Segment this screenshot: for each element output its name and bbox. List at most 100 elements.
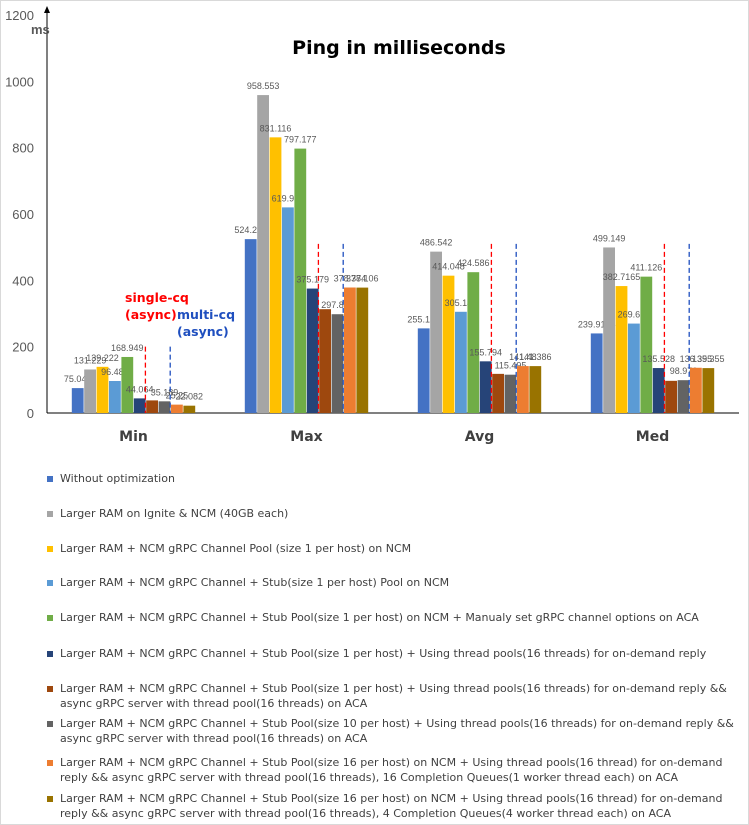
legend-item: Larger RAM + NCM gRPC Channel Pool (size…	[47, 541, 411, 556]
data-label: 424.586	[457, 258, 490, 268]
data-label: 382.7165	[603, 272, 641, 282]
bar-med-series-8	[677, 380, 690, 413]
data-label: 958.553	[247, 81, 280, 91]
bar-avg-series-3	[442, 275, 455, 413]
multi-cq-annotation: (async)	[177, 324, 229, 339]
legend-swatch	[47, 615, 53, 621]
data-label: 269.618	[618, 310, 651, 320]
bar-med-series-10	[702, 368, 715, 413]
legend-item: Larger RAM on Ignite & NCM (40GB each)	[47, 506, 288, 521]
data-label: 135.355	[692, 354, 725, 364]
bar-avg-series-8	[504, 374, 517, 413]
data-label: 136.395	[680, 354, 713, 364]
y-tick-label: 600	[12, 207, 34, 222]
data-label: 168.949	[111, 343, 144, 353]
legend-swatch	[47, 760, 53, 766]
x-category-label: Avg	[465, 429, 494, 445]
data-label: 239.9125	[578, 319, 616, 329]
bar-max-series-7	[319, 309, 331, 413]
legend-label: Larger RAM + NCM gRPC Channel + Stub Poo…	[60, 792, 723, 820]
bar-med-series-5	[640, 276, 653, 413]
data-label: 75.046	[64, 374, 92, 384]
bar-max-series-2	[257, 95, 269, 413]
bar-min-series-6	[133, 398, 146, 413]
data-label: 255.136	[407, 314, 440, 324]
y-axis-unit-label: ms	[31, 22, 50, 37]
y-tick-label: 800	[12, 141, 34, 156]
x-category-label: Max	[290, 429, 322, 445]
data-label: 25.25	[166, 391, 189, 401]
bar-max-series-3	[269, 137, 282, 413]
bar-min-series-8	[158, 401, 171, 413]
legend-item: Larger RAM + NCM gRPC Channel + Stub Poo…	[47, 646, 706, 661]
legend-label: Larger RAM + NCM gRPC Channel Pool (size…	[60, 542, 412, 555]
data-label: 135.528	[642, 354, 675, 364]
bar-avg-series-5	[467, 272, 480, 413]
data-label: 35.189	[151, 387, 179, 397]
bar-avg-series-9	[517, 366, 529, 413]
legend-label: Larger RAM + NCM gRPC Channel + Stub Poo…	[60, 647, 707, 660]
data-label: 131.229	[74, 355, 107, 365]
y-tick-label: 400	[12, 273, 34, 288]
bar-max-series-6	[306, 288, 319, 413]
data-label: 115.495	[495, 361, 527, 371]
legend-swatch	[47, 476, 53, 482]
bar-avg-series-6	[479, 361, 492, 413]
bar-min-series-3	[96, 366, 109, 413]
data-label: 375.179	[296, 275, 329, 285]
single-cq-annotation: single-cq	[125, 290, 189, 305]
data-label: 831.116	[260, 123, 292, 133]
data-label: 305.141	[445, 298, 478, 308]
bar-chart: Ping in milliseconds ms 0 200 400 600 800 1000 1…	[5, 6, 739, 445]
data-label: 619.954	[272, 193, 305, 203]
data-label: 141.48	[509, 352, 537, 362]
bar-avg-series-2	[430, 251, 442, 413]
bar-med-series-1	[590, 333, 603, 413]
data-label: 98.976	[670, 366, 698, 376]
legend-label: Larger RAM + NCM gRPC Channel + Stub Poo…	[60, 756, 723, 784]
bar-med-series-6	[652, 368, 665, 413]
legend-item: Larger RAM + NCM gRPC Channel + Stub Poo…	[47, 791, 737, 821]
data-label: 524.238	[234, 225, 267, 235]
legend-item: Larger RAM + NCM gRPC Channel + Stub(siz…	[47, 575, 449, 590]
bar-max-series-8	[331, 314, 344, 413]
data-label: 139.222	[86, 353, 119, 363]
data-label: 378.106	[346, 274, 379, 284]
data-label: 297.852	[321, 300, 354, 310]
data-label: 96.481	[101, 367, 129, 377]
bar-avg-series-1	[417, 328, 430, 413]
x-category-label: Min	[119, 429, 148, 445]
single-cq-annotation: (async)	[125, 307, 177, 322]
bar-med-series-3	[615, 286, 628, 413]
y-tick-label: 200	[12, 340, 34, 355]
y-tick-label: 1000	[5, 74, 34, 89]
bar-avg-series-10	[529, 366, 542, 413]
legend-swatch	[47, 721, 53, 727]
bar-min-series-9	[171, 404, 183, 413]
bar-max-series-10	[356, 287, 369, 413]
y-tick-label: 1200	[5, 8, 34, 23]
bar-max-series-9	[344, 287, 356, 413]
bar-avg-series-4	[455, 311, 467, 413]
data-label: 44.064	[126, 384, 154, 394]
bar-min-series-5	[121, 356, 134, 413]
legend-swatch	[47, 796, 53, 802]
y-tick-label: 0	[27, 406, 34, 421]
multi-cq-annotation: multi-cq	[177, 307, 235, 322]
legend-swatch	[47, 511, 53, 517]
data-label: 486.542	[420, 238, 453, 248]
data-label: 414.048	[432, 262, 465, 272]
legend-label: Larger RAM + NCM gRPC Channel + Stub Poo…	[60, 682, 727, 710]
data-label: 797.177	[284, 135, 317, 145]
legend-item: Larger RAM + NCM gRPC Channel + Stub Poo…	[47, 610, 699, 625]
data-label: 22.082	[176, 392, 204, 402]
data-label: 499.149	[593, 233, 626, 243]
legend-label: Without optimization	[60, 472, 175, 485]
legend-swatch	[47, 686, 53, 692]
bar-min-series-2	[84, 369, 96, 413]
data-label: 378.374	[334, 274, 367, 284]
y-axis-arrow	[44, 6, 50, 13]
chart-title: Ping in milliseconds	[292, 37, 506, 59]
legend-item: Larger RAM + NCM gRPC Channel + Stub Poo…	[47, 755, 737, 785]
